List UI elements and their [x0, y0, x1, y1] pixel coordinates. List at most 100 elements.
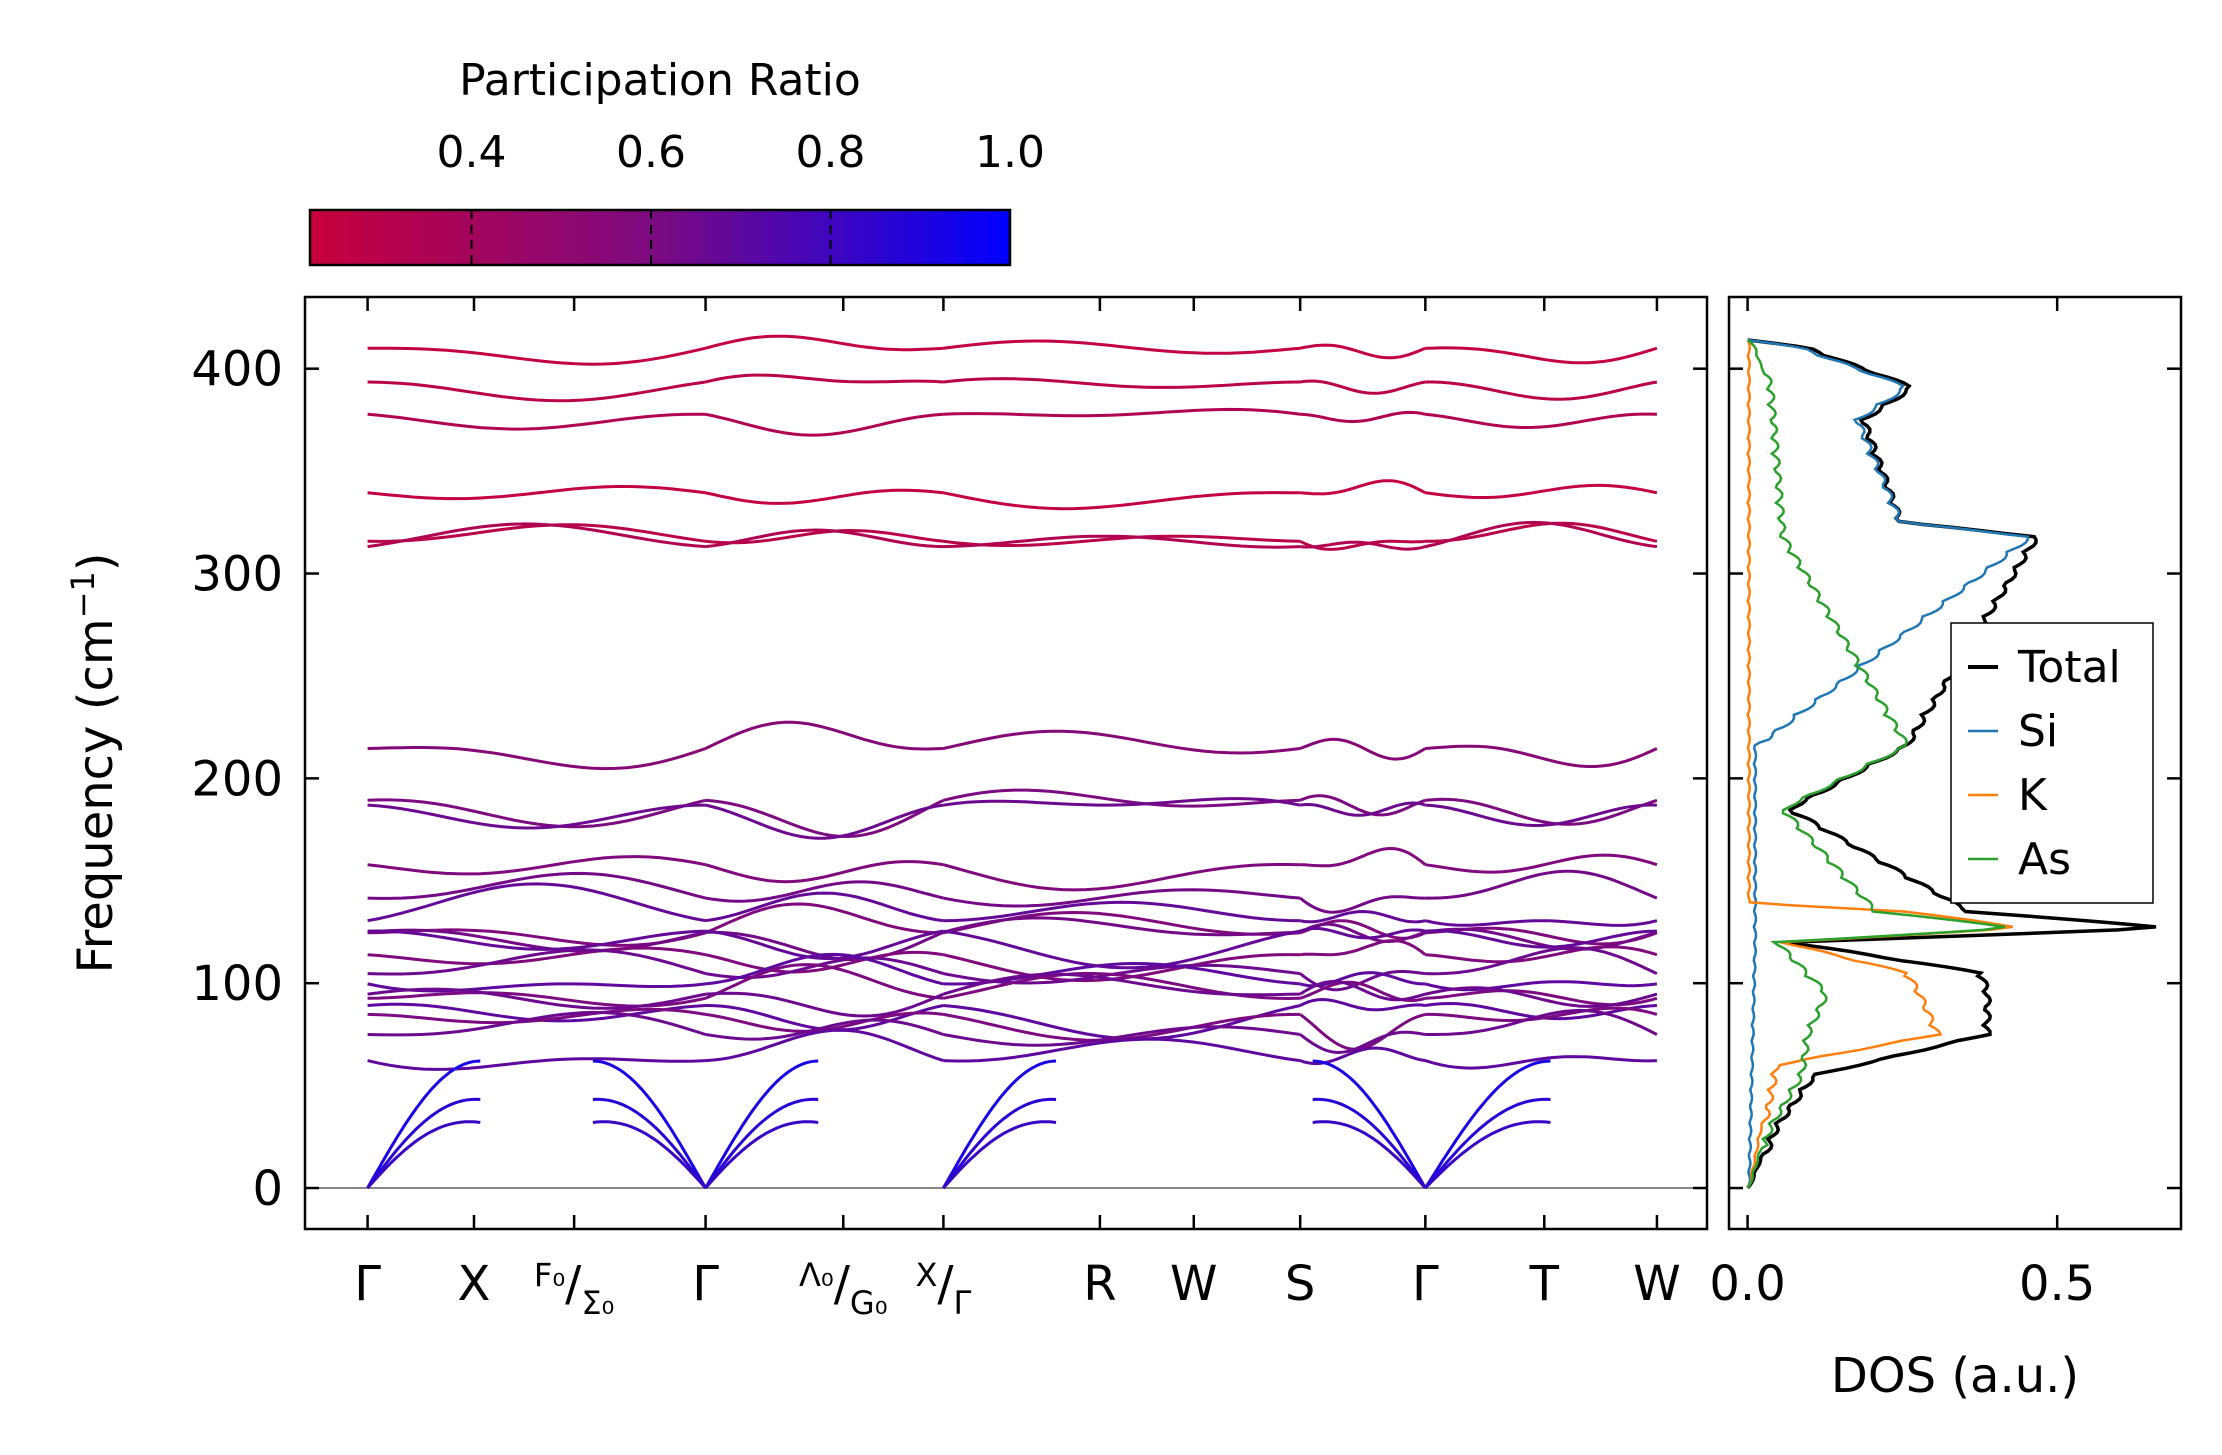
band-curve: [1299, 922, 1426, 944]
acoustic-band: [366, 1059, 481, 1189]
band-curve: [1424, 986, 1658, 1008]
band-curve: [1299, 895, 1426, 914]
acoustic-band: [366, 1120, 481, 1189]
band-curve: [705, 891, 944, 923]
x-tick-label: X/Γ: [915, 1256, 971, 1322]
band-curve: [367, 1007, 706, 1025]
band-curve: [943, 888, 1301, 908]
y-tick-label: 300: [191, 547, 283, 603]
acoustic-band: [592, 1097, 707, 1189]
band-curve: [943, 963, 1301, 985]
band-curve: [367, 987, 706, 1010]
band-curve: [1299, 970, 1426, 992]
dos-x-tick-label: 0.0: [1709, 1256, 1785, 1312]
band-curve: [1424, 520, 1658, 549]
band-curve: [705, 803, 944, 840]
y-tick-label: 100: [191, 956, 283, 1012]
band-curve: [1425, 744, 1658, 768]
legend-label: K: [2018, 770, 2048, 821]
x-tick-label: T: [1529, 1256, 1560, 1312]
band-curve: [705, 528, 944, 545]
x-tick-label-main: /: [937, 1256, 954, 1312]
band-curve: [942, 863, 1301, 892]
colorbar-tick-label: 0.8: [796, 127, 866, 178]
band-curve: [1425, 1006, 1658, 1023]
band-curve: [943, 729, 1301, 755]
x-tick-label-main: /: [565, 1256, 582, 1312]
band-curve: [1299, 926, 1426, 940]
y-axis-label: Frequency (cm−1): [64, 552, 124, 973]
band-curve: [1425, 483, 1658, 499]
y-axis-label-exp: −1: [64, 571, 102, 618]
legend-label: As: [2018, 834, 2071, 885]
x-tick-label-sub: G₀: [850, 1284, 888, 1322]
x-tick-label: X: [458, 1256, 491, 1312]
band-curve: [942, 972, 1301, 997]
acoustic-band: [1312, 1059, 1427, 1189]
band-curve: [367, 522, 706, 549]
band-curve: [705, 860, 944, 884]
band-curve: [943, 534, 1301, 549]
dos-x-tick-label: 0.5: [2019, 1256, 2095, 1312]
colorbar-tick-label: 0.6: [616, 127, 686, 178]
dos-frame: [1727, 295, 2183, 1231]
band-curve: [943, 534, 1301, 547]
legend-items: Total Si K As: [1968, 642, 2121, 885]
acoustic-band: [942, 1097, 1057, 1189]
band-curve: [943, 916, 1301, 937]
acoustic-band: [1424, 1120, 1551, 1190]
acoustic-band: [704, 1120, 819, 1189]
band-curve: [943, 929, 1301, 970]
band-curve: [705, 950, 944, 974]
x-axis: Γ X F₀/Σ₀ Γ Λ₀/G₀X/Γ R W S Γ T W: [354, 297, 1681, 1322]
band-curve: [705, 1028, 944, 1063]
acoustic-band: [942, 1059, 1057, 1189]
band-curve: [1299, 539, 1426, 551]
band-curve: [705, 902, 944, 935]
band-curve: [1425, 927, 1658, 951]
band-curve: [367, 746, 707, 771]
colorbar-bar: [308, 208, 1012, 267]
x-tick-label-sub: Σ₀: [581, 1284, 614, 1322]
band-curve: [1300, 939, 1427, 957]
band-curve: [1424, 1055, 1657, 1070]
band-curves: [366, 334, 1658, 1190]
colorbar-tick-label: 1.0: [975, 127, 1045, 178]
x-tick-label-main: /: [834, 1256, 851, 1312]
acoustic-band: [1312, 1097, 1427, 1189]
acoustic-band: [366, 1097, 481, 1189]
band-curve: [1300, 540, 1426, 551]
band-curve: [367, 798, 706, 829]
acoustic-band: [592, 1059, 707, 1189]
x-tick-label: Γ: [1412, 1256, 1439, 1312]
band-curve: [1299, 971, 1426, 988]
colorbar-tick-label: 0.4: [437, 127, 507, 178]
band-curve: [705, 991, 944, 1018]
dos-series-k: [1746, 339, 2014, 1189]
band-curve: [367, 485, 706, 501]
x-tick-label: W: [1633, 1256, 1680, 1312]
band-curve: [943, 1025, 1301, 1047]
band-curve: [1425, 945, 1658, 964]
colorbar-dividers: [470, 210, 832, 265]
acoustic-band: [942, 1120, 1057, 1190]
band-curve: [1424, 980, 1658, 992]
band-curve: [367, 803, 706, 830]
band-curve: [367, 982, 706, 993]
band-curve: [943, 407, 1301, 418]
band-curve: [367, 1010, 707, 1037]
band-curve: [705, 373, 944, 384]
y-axis-label-close: ): [68, 552, 124, 571]
legend-label: Si: [2018, 706, 2058, 757]
acoustic-band: [1424, 1097, 1551, 1189]
band-curve: [1299, 979, 1426, 1002]
band-frame: [303, 295, 1709, 1231]
band-curve: [367, 380, 706, 403]
x-tick-label: Γ: [692, 1256, 719, 1312]
band-curve: [705, 963, 944, 1000]
band-curve: [367, 946, 706, 966]
band-curve: [943, 491, 1301, 511]
band-curve: [367, 346, 706, 366]
